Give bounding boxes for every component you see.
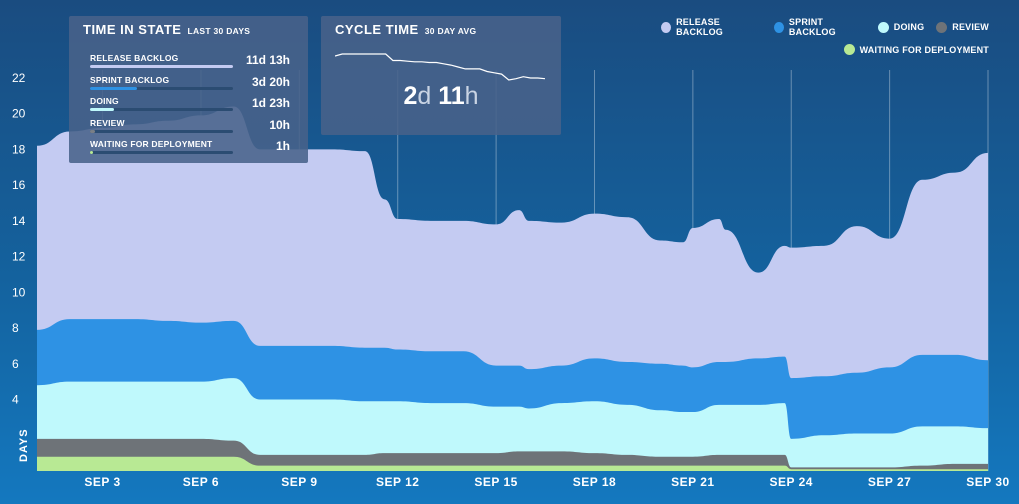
x-tick-label: SEP 12 <box>376 475 419 489</box>
state-duration: 1h <box>275 139 290 153</box>
state-duration: 11d 13h <box>245 53 290 67</box>
y-axis-ticks: 4 6 8 10 12 14 16 18 20 22 <box>12 71 26 407</box>
time-in-state-row: RELEASE BACKLOG 11d 13h <box>90 53 300 75</box>
y-tick-label: 6 <box>12 357 19 371</box>
state-duration: 10h <box>269 117 290 132</box>
state-duration: 3d 20h <box>251 74 290 89</box>
y-tick-label: 18 <box>12 142 26 156</box>
y-tick-label: 8 <box>12 321 19 335</box>
time-in-state-heading: TIME IN STATE <box>83 22 182 37</box>
x-tick-label: SEP 6 <box>183 475 219 489</box>
x-tick-label: SEP 30 <box>966 475 1009 489</box>
legend-swatch <box>936 21 948 33</box>
x-axis-ticks: SEP 3 SEP 6 SEP 9 SEP 12 SEP 15 SEP 18 SEP 21 S… <box>84 475 1009 489</box>
state-name: DOING <box>90 96 119 106</box>
state-name: WAITING FOR DEPLOYMENT <box>90 139 213 149</box>
chart-legend: RELEASE BACKLOG SPRINT BACKLOG DOING REVIEW… <box>649 17 989 62</box>
legend-item: DOING <box>877 17 925 37</box>
y-tick-label: 10 <box>12 285 26 299</box>
state-bar-fill <box>90 151 93 154</box>
legend-label: SPRINT BACKLOG <box>788 17 836 37</box>
area-doing <box>37 378 988 471</box>
legend-swatch <box>773 21 784 33</box>
state-name: REVIEW <box>90 117 125 128</box>
cycle-time-hours-unit: h <box>464 82 479 110</box>
y-tick-label: 16 <box>12 178 26 192</box>
state-bar-track <box>90 129 233 133</box>
cycle-time-subtitle: 30 DAY AVG <box>424 26 477 36</box>
time-in-state-row: DOING 1d 23h <box>90 96 300 118</box>
x-tick-label: SEP 18 <box>573 475 616 489</box>
x-tick-label: SEP 15 <box>474 475 517 489</box>
time-in-state-title: TIME IN STATE LAST 30 DAYS <box>83 22 250 37</box>
time-in-state-subtitle: LAST 30 DAYS <box>187 26 251 36</box>
cycle-time-panel: CYCLE TIME 30 DAY AVG 2d 11h <box>321 16 561 135</box>
time-in-state-row: WAITING FOR DEPLOYMENT 1h <box>90 139 300 161</box>
state-bar-fill <box>90 129 95 133</box>
area-review <box>37 438 988 471</box>
x-tick-label: SEP 21 <box>671 475 714 489</box>
x-tick-label: SEP 3 <box>84 475 120 489</box>
chart-areas <box>37 106 988 471</box>
y-tick-label: 12 <box>12 250 26 264</box>
time-in-state-panel: TIME IN STATE LAST 30 DAYS RELEASE BACKLO… <box>69 16 308 163</box>
legend-label: DOING <box>893 22 925 32</box>
legend-label: REVIEW <box>952 22 989 32</box>
cycle-time-hours: 11 <box>438 82 465 110</box>
state-duration: 1d 23h <box>251 96 290 110</box>
legend-item: SPRINT BACKLOG <box>773 17 866 37</box>
legend-swatch <box>877 21 889 33</box>
legend-label: WAITING FOR DEPLOYMENT <box>859 44 989 55</box>
x-tick-label: SEP 24 <box>769 475 812 489</box>
legend-item: WAITING FOR DEPLOYMENT <box>843 44 989 55</box>
state-bar-fill <box>90 108 115 111</box>
state-name: RELEASE BACKLOG <box>90 53 179 63</box>
state-bar-track <box>90 151 233 154</box>
legend-swatch <box>661 21 672 33</box>
legend-swatch <box>843 44 855 55</box>
state-bar-track <box>90 65 233 68</box>
time-in-state-row: SPRINT BACKLOG 3d 20h <box>90 75 300 97</box>
y-tick-label: 14 <box>12 214 26 228</box>
state-name: SPRINT BACKLOG <box>90 74 170 85</box>
y-tick-label: 20 <box>12 107 26 121</box>
cycle-time-days: 2 <box>403 82 418 110</box>
y-tick-label: 4 <box>12 393 19 407</box>
x-tick-label: SEP 27 <box>868 475 911 489</box>
state-bar-fill <box>90 65 233 68</box>
cycle-time-value: 2d 11h <box>321 82 561 111</box>
legend-row: WAITING FOR DEPLOYMENT <box>649 44 989 55</box>
legend-item: REVIEW <box>936 17 989 37</box>
state-bar-fill <box>90 86 138 90</box>
time-in-state-row: REVIEW 10h <box>90 118 300 140</box>
y-tick-label: 22 <box>12 71 26 85</box>
legend-label: RELEASE BACKLOG <box>676 17 723 37</box>
sparkline-path <box>335 53 545 81</box>
cycle-time-title: CYCLE TIME 30 DAY AVG <box>335 22 476 37</box>
x-tick-label: SEP 9 <box>281 475 317 489</box>
cycle-time-sparkline <box>335 53 545 81</box>
legend-item: RELEASE BACKLOG <box>661 17 762 37</box>
legend-row: RELEASE BACKLOG SPRINT BACKLOG DOING REVIEW <box>649 17 989 37</box>
area-waiting-for-deployment <box>37 456 988 471</box>
cycle-time-days-unit: d <box>417 82 432 110</box>
y-axis-label: DAYS <box>18 428 30 462</box>
state-bar-track <box>90 108 233 111</box>
cycle-time-heading: CYCLE TIME <box>335 22 419 37</box>
state-bar-track <box>90 86 233 90</box>
